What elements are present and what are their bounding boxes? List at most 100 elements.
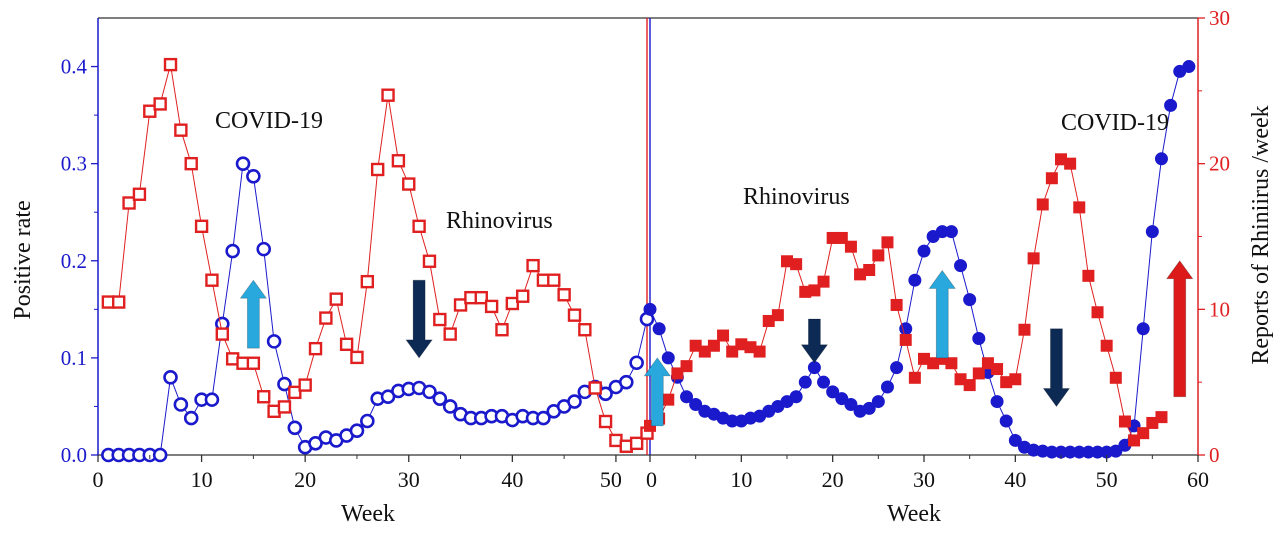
data-point — [298, 378, 312, 392]
data-point — [183, 410, 199, 426]
left-tick-label: 0.4 — [61, 55, 88, 79]
right-tick-label: 20 — [1209, 152, 1230, 176]
data-point — [1073, 201, 1086, 214]
series-layer — [101, 57, 1196, 463]
data-point — [991, 363, 1004, 376]
data-point — [204, 392, 220, 407]
data-point — [999, 414, 1013, 428]
data-point — [835, 231, 848, 244]
data-point — [402, 177, 416, 191]
data-point — [495, 323, 509, 337]
data-point — [954, 259, 968, 273]
data-point — [890, 298, 903, 311]
data-point — [246, 356, 261, 370]
data-point — [817, 375, 831, 389]
data-point — [225, 243, 240, 259]
data-point — [963, 293, 977, 307]
data-point — [1027, 252, 1040, 265]
x-tick-label: 50 — [1096, 467, 1118, 492]
data-point — [863, 264, 876, 277]
data-point — [1182, 60, 1196, 74]
data-point — [1109, 371, 1122, 384]
right-axis-title: Reports of Rhiniirus /week — [1248, 105, 1274, 364]
data-point — [505, 296, 520, 311]
up-arrow-icon — [643, 357, 672, 427]
series-line — [108, 64, 648, 447]
panel2-series-0 — [643, 60, 1196, 459]
data-point — [881, 236, 894, 249]
data-point — [194, 219, 209, 234]
data-point — [578, 323, 592, 337]
x-tick-label: 0 — [93, 467, 104, 492]
data-point — [412, 219, 426, 234]
panel2-annotation-rhinovirus: Rhinovirus — [743, 184, 850, 210]
data-point — [1154, 152, 1168, 166]
data-point — [515, 289, 530, 303]
data-point — [153, 97, 167, 111]
data-point — [1045, 172, 1058, 185]
x-tick-label: 20 — [294, 467, 316, 492]
data-point — [360, 274, 375, 289]
down-arrow-icon — [405, 279, 433, 359]
data-point — [235, 156, 251, 171]
data-point — [835, 392, 849, 406]
data-point — [680, 390, 694, 404]
data-point — [872, 249, 885, 262]
left-tick-label: 0.2 — [61, 249, 87, 273]
data-point — [890, 361, 904, 375]
data-point — [880, 380, 894, 394]
data-point — [163, 370, 178, 385]
tick-layer: 0.0 0.1 0.2 0.3 0.4 0 10 20 30 0 10 20 30 40 50 0 10 20 30… — [61, 6, 1230, 492]
data-point — [288, 385, 302, 400]
data-point — [1137, 427, 1150, 440]
data-point — [152, 447, 168, 463]
data-point — [1100, 339, 1113, 352]
data-point — [808, 284, 821, 297]
data-point — [287, 420, 303, 436]
data-point — [789, 390, 803, 404]
x-tick-label: 20 — [822, 467, 844, 492]
data-point — [844, 398, 858, 412]
data-point — [1018, 323, 1031, 336]
data-point — [112, 295, 126, 309]
data-point — [360, 413, 375, 429]
x-tick-label: 10 — [730, 467, 752, 492]
up-arrow-icon — [239, 279, 268, 349]
data-point — [643, 302, 657, 316]
data-point — [349, 423, 365, 439]
panel1-series-1 — [101, 57, 654, 453]
data-point — [174, 123, 188, 137]
data-point — [680, 360, 693, 373]
data-point — [132, 187, 147, 201]
x-tick-label: 30 — [913, 467, 935, 492]
left-tick-label: 0.3 — [61, 152, 87, 176]
right-tick-label: 10 — [1209, 297, 1230, 321]
data-point — [963, 379, 976, 392]
data-point — [917, 244, 931, 258]
data-point — [246, 168, 261, 184]
data-point — [547, 273, 561, 287]
x-tick-label: 0 — [646, 467, 657, 492]
data-point — [474, 290, 488, 305]
data-point — [598, 414, 613, 429]
down-arrow-icon — [800, 318, 829, 364]
data-point — [350, 350, 364, 365]
down-arrow-icon — [1042, 328, 1071, 408]
up-arrow-icon — [928, 269, 957, 359]
data-point — [277, 376, 292, 392]
axes-frame — [97, 17, 1199, 456]
data-point — [422, 254, 437, 268]
data-point — [972, 331, 986, 345]
data-point — [1164, 98, 1178, 112]
data-point — [661, 351, 675, 365]
data-point — [899, 333, 912, 346]
data-point — [1036, 198, 1049, 211]
panel2-annotation-covid: COVID-19 — [1061, 110, 1169, 136]
data-point — [1009, 373, 1022, 386]
data-point — [339, 337, 354, 351]
panel1-annotation-rhinovirus: Rhinovirus — [446, 208, 553, 234]
data-point — [1136, 322, 1150, 336]
left-tick-label: 0.1 — [61, 346, 87, 370]
data-point — [536, 410, 551, 426]
